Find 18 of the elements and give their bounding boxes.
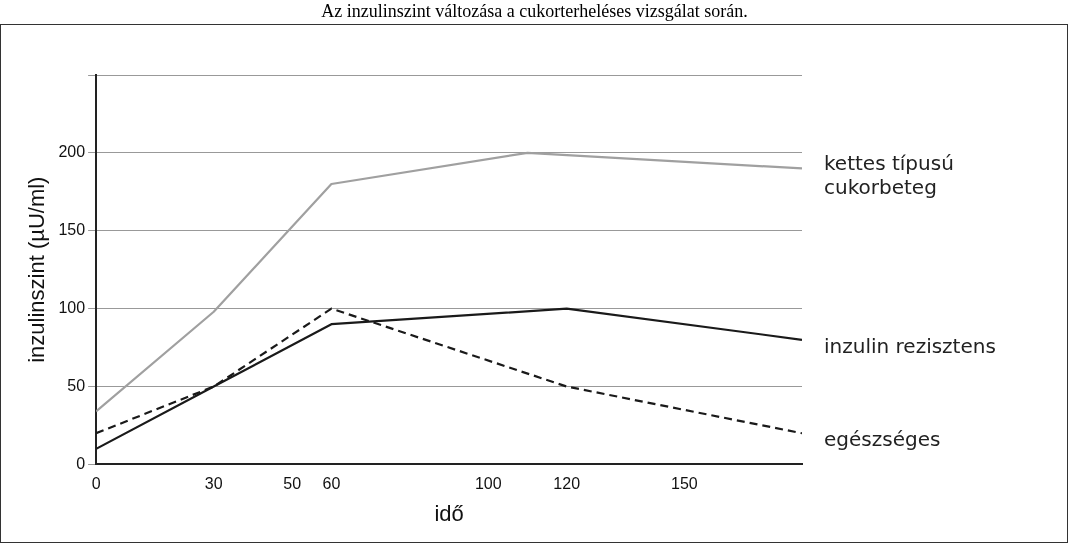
y-tick-label: 200: [58, 143, 86, 161]
series-label: egészséges: [824, 427, 941, 452]
x-tick-label: 100: [474, 475, 502, 493]
x-tick-label: 60: [322, 475, 341, 493]
x-axis-title: idő: [434, 500, 464, 526]
chart-title: Az inzulinszint változása a cukorterheléses vizsgálat során.: [320, 0, 749, 22]
y-tick-label: 150: [58, 221, 86, 239]
series-label: inzulin rezisztens: [824, 334, 996, 358]
x-tick-label: 120: [553, 475, 581, 493]
x-tick-label: 50: [283, 475, 302, 493]
x-tick-label: 150: [671, 475, 698, 493]
y-tick-label: 50: [67, 376, 86, 394]
y-tick-label: 0: [76, 454, 86, 472]
x-tick-label: 30: [204, 475, 223, 493]
x-tick-label: 0: [91, 475, 101, 493]
series-label: kettes típusú cukorbeteg: [824, 150, 954, 199]
y-tick-label: 100: [58, 299, 86, 317]
y-axis-title: inzulinszint (µU/ml): [24, 176, 50, 363]
